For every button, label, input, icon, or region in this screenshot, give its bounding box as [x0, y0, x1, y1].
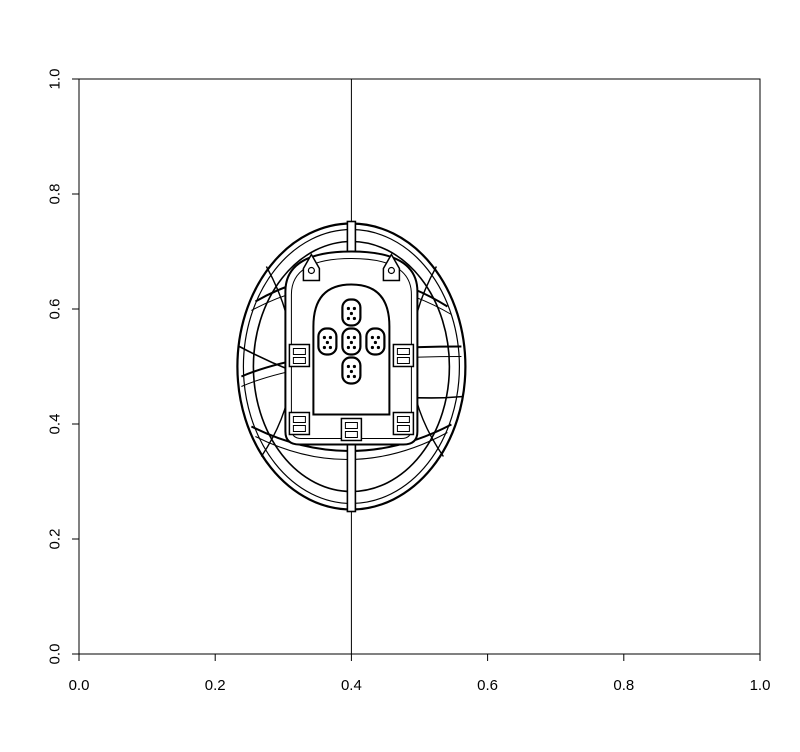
x-tick-label: 0.2	[205, 677, 226, 694]
escutcheon-top	[341, 298, 362, 327]
castle-bottom-left-detail	[292, 425, 306, 432]
x-tick-label: 0.6	[477, 677, 498, 694]
castle-top-right-detail	[387, 266, 395, 275]
castle-bottom-left-detail	[292, 416, 306, 423]
escutcheon-right-dot	[376, 335, 380, 340]
escutcheon-bottom-dot	[346, 374, 350, 379]
escutcheon-top-dot	[346, 306, 350, 311]
castle-bottom-right-shape	[392, 411, 415, 436]
escutcheon-top-dot	[346, 316, 350, 321]
x-axis: 0.0 0.2 0.4 0.6 0.8 1.0	[69, 653, 771, 694]
escutcheon-left-dot	[325, 340, 329, 345]
escutcheon-bottom-dot	[352, 364, 356, 369]
castle-bottom-left	[288, 411, 311, 436]
escutcheon-bottom-dot	[349, 369, 353, 374]
y-tick-label: 0.6	[47, 299, 64, 320]
castle-mid-right-shape	[392, 343, 415, 368]
escutcheon-left-dot	[322, 345, 326, 350]
escutcheon-center-dot	[346, 335, 350, 340]
castle-bottom-left-shape	[288, 411, 311, 436]
castle-mid-right-detail	[396, 357, 410, 364]
escutcheon-right-dot	[373, 340, 377, 345]
castle-mid-left-detail	[292, 357, 306, 364]
escutcheon-top-dot	[352, 316, 356, 321]
castle-bottom-center	[340, 417, 363, 442]
escutcheon-center	[341, 327, 362, 356]
escutcheon-left-dot	[328, 345, 332, 350]
castle-bottom-center-detail	[344, 431, 358, 438]
escutcheon-center-dot	[346, 345, 350, 350]
coat-of-arms-emblem	[236, 220, 467, 513]
escutcheon-left-dot	[328, 335, 332, 340]
escutcheon-left	[317, 327, 338, 356]
x-tick-label: 0.0	[69, 677, 90, 694]
escutcheon-left-dot	[322, 335, 326, 340]
escutcheon-center-dot	[349, 340, 353, 345]
escutcheon-bottom	[341, 356, 362, 385]
y-tick-label: 0.8	[47, 184, 64, 205]
castle-mid-left-shape	[288, 343, 311, 368]
x-tick-label: 0.8	[613, 677, 634, 694]
castle-top-left	[302, 252, 321, 282]
y-tick-label: 0.2	[47, 529, 64, 550]
escutcheon-right-dot	[370, 345, 374, 350]
plot-frame	[78, 78, 761, 655]
x-tick-label: 0.4	[341, 677, 362, 694]
castle-bottom-center-detail	[344, 422, 358, 429]
castle-bottom-right	[392, 411, 415, 436]
y-axis: 0.0 0.2 0.4 0.6 0.8 1.0	[47, 69, 80, 665]
escutcheon-right-dot	[376, 345, 380, 350]
castle-top-right	[382, 252, 401, 282]
castle-bottom-right-detail	[396, 425, 410, 432]
castle-bottom-center-shape	[340, 417, 363, 442]
y-tick-label: 0.4	[47, 414, 64, 435]
shield-outer-inner	[290, 257, 412, 439]
escutcheon-top-dot	[352, 306, 356, 311]
shield	[284, 250, 419, 446]
x-tick-label: 1.0	[750, 677, 771, 694]
castle-bottom-right-detail	[396, 416, 410, 423]
castle-mid-right-detail	[396, 348, 410, 355]
escutcheon-bottom-dot	[346, 364, 350, 369]
escutcheon-center-dot	[352, 345, 356, 350]
castle-mid-right	[392, 343, 415, 368]
escutcheon-bottom-dot	[352, 374, 356, 379]
escutcheon-center-dot	[352, 335, 356, 340]
escutcheon-right	[365, 327, 386, 356]
escutcheon-top-dot	[349, 311, 353, 316]
escutcheon-right-dot	[370, 335, 374, 340]
castle-top-left-detail	[307, 266, 315, 275]
y-tick-label: 1.0	[47, 69, 64, 90]
y-tick-label: 0.0	[47, 644, 64, 665]
castle-mid-left	[288, 343, 311, 368]
castle-mid-left-detail	[292, 348, 306, 355]
